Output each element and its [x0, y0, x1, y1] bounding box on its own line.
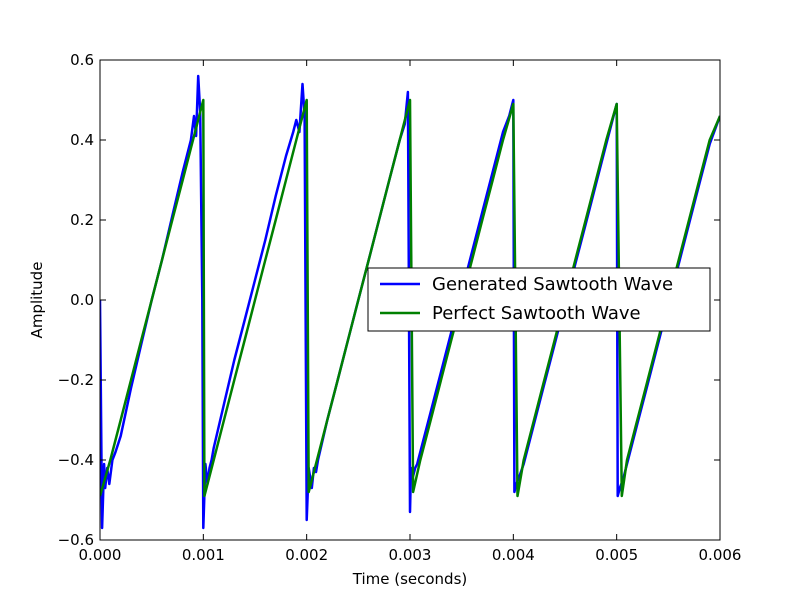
y-tick-label: 0.4 — [70, 131, 94, 149]
y-tick-label: 0.0 — [70, 291, 94, 309]
x-axis-label: Time (seconds) — [352, 570, 468, 588]
tick-layer: 0.000 0.001 0.002 0.003 0.004 0.005 0.006 0.6 0.… — [58, 51, 742, 564]
x-tick-label: 0.002 — [285, 546, 328, 564]
y-tick-label: −0.6 — [58, 531, 94, 549]
y-tick-label: −0.2 — [58, 371, 94, 389]
x-tick-label: 0.006 — [699, 546, 742, 564]
y-tick-label: −0.4 — [58, 451, 94, 469]
legend: Generated Sawtooth Wave Perfect Sawtooth… — [367, 267, 711, 332]
x-tick-label: 0.003 — [389, 546, 432, 564]
legend-label-perfect: Perfect Sawtooth Wave — [432, 303, 641, 324]
x-tick-label: 0.000 — [79, 546, 122, 564]
legend-box — [367, 267, 711, 332]
y-tick-label: 0.6 — [70, 51, 94, 69]
y-axis-label: Amplitude — [28, 262, 46, 339]
legend-label-generated: Generated Sawtooth Wave — [432, 274, 673, 295]
x-tick-label: 0.005 — [595, 546, 638, 564]
x-tick-label: 0.001 — [182, 546, 225, 564]
x-tick-label: 0.004 — [492, 546, 535, 564]
y-tick-label: 0.2 — [70, 211, 94, 229]
